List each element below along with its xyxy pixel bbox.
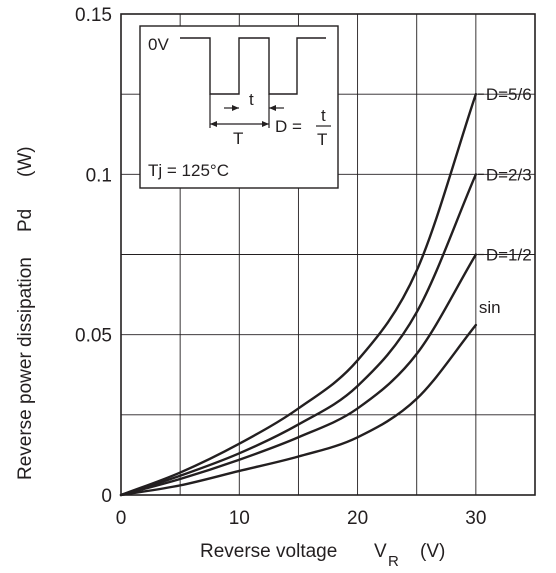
series-label: D=1/2	[486, 246, 532, 265]
y-axis-label: Reverse power dissipation	[15, 257, 36, 480]
y-tick-label: 0.15	[75, 5, 112, 26]
inset-t-label: t	[249, 90, 254, 109]
formula-numerator: t	[321, 106, 326, 125]
x-axis-title: Reverse voltage V R (V)	[200, 541, 445, 570]
x-axis-unit: (V)	[420, 541, 445, 562]
t-arrow-left-head	[232, 105, 239, 111]
inset-level-label: 0V	[148, 35, 169, 54]
inset-temperature: Tj = 125°C	[148, 161, 229, 180]
x-tick-label: 10	[229, 508, 250, 529]
y-axis-symbol: Pd	[15, 209, 36, 232]
T-arrow-left-head	[210, 121, 217, 127]
formula-denominator: T	[317, 130, 327, 149]
series-curve	[119, 173, 478, 497]
y-tick-label: 0	[101, 486, 112, 507]
x-tick-labels: 0 10 20 30	[116, 508, 487, 529]
x-axis-subscript: R	[388, 553, 399, 570]
x-axis-label: Reverse voltage	[200, 541, 337, 562]
y-tick-label: 0.05	[75, 326, 112, 347]
y-axis-unit: (W)	[15, 146, 36, 177]
series-label: sin	[479, 298, 501, 317]
formula-lhs: D =	[275, 117, 302, 136]
t-arrow-right-head	[269, 105, 276, 111]
x-tick-label: 20	[347, 508, 368, 529]
duty-cycle-inset: 0V t T D = t T Tj = 125°C	[139, 25, 339, 189]
series-labels: D=5/6 D=2/3 D=1/2 sin	[477, 85, 532, 317]
y-tick-label: 0.1	[86, 165, 112, 186]
pulse-waveform	[180, 37, 326, 95]
series-curves	[119, 92, 478, 497]
plot-frame	[120, 13, 536, 496]
series-curve	[119, 92, 478, 497]
series-label: D=5/6	[486, 85, 532, 104]
x-tick-label: 30	[465, 508, 486, 529]
y-tick-labels: 0 0.05 0.1 0.15	[75, 5, 112, 507]
y-axis-title: Reverse power dissipation Pd (W)	[15, 146, 36, 480]
inset-T-label: T	[233, 129, 243, 148]
series-label: D=2/3	[486, 165, 532, 184]
x-tick-label: 0	[116, 508, 127, 529]
x-axis-symbol: V	[374, 541, 387, 562]
T-arrow-right-head	[262, 121, 269, 127]
series-curve	[119, 323, 478, 497]
series-curve	[119, 253, 478, 497]
